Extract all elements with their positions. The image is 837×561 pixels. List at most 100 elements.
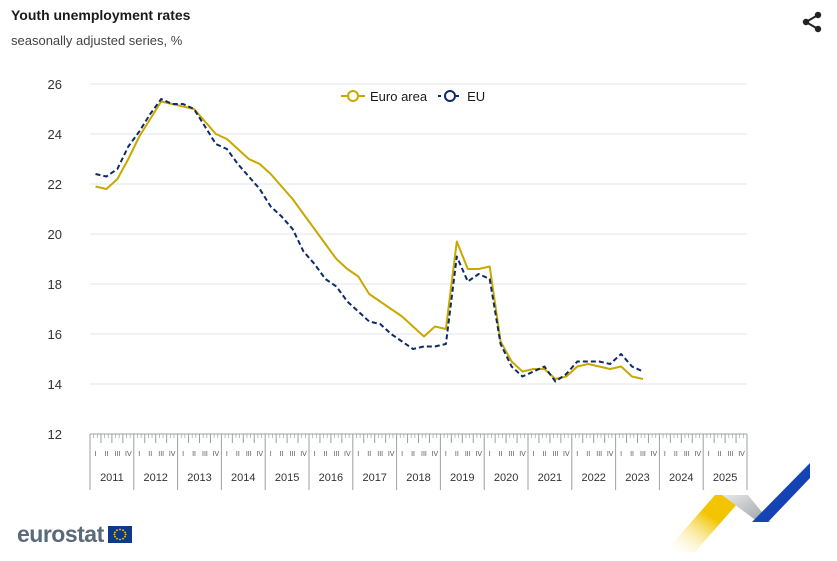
quarter-label: II — [455, 451, 459, 458]
year-label: 2018 — [406, 472, 430, 484]
quarter-label: I — [532, 451, 534, 458]
series-line-euro-area — [95, 100, 644, 380]
year-label: 2015 — [275, 472, 299, 484]
quarter-label: II — [323, 451, 327, 458]
decorative-chevron-graphic — [665, 463, 810, 552]
quarter-label: III — [421, 451, 427, 458]
quarter-label: I — [94, 451, 96, 458]
quarter-label: II — [104, 451, 108, 458]
quarter-label: IV — [388, 451, 395, 458]
year-label: 2023 — [625, 472, 649, 484]
quarter-label: IV — [432, 451, 439, 458]
quarter-label: I — [270, 451, 272, 458]
quarter-label: II — [586, 451, 590, 458]
year-label: 2019 — [450, 472, 474, 484]
y-tick-label: 22 — [48, 177, 62, 192]
quarter-label: IV — [563, 451, 570, 458]
quarter-label: III — [158, 451, 164, 458]
year-label: 2016 — [319, 472, 343, 484]
quarter-label: II — [192, 451, 196, 458]
quarter-label: IV — [213, 451, 220, 458]
share-icon[interactable] — [800, 10, 824, 34]
quarter-label: I — [226, 451, 228, 458]
quarter-label: II — [542, 451, 546, 458]
quarter-label: III — [377, 451, 383, 458]
quarter-label: I — [664, 451, 666, 458]
year-label: 2020 — [494, 472, 518, 484]
quarter-label: IV — [125, 451, 132, 458]
quarter-label: II — [674, 451, 678, 458]
quarter-label: IV — [651, 451, 658, 458]
y-tick-label: 26 — [48, 77, 62, 92]
quarter-label: I — [576, 451, 578, 458]
logo-text: eurostat — [17, 521, 104, 547]
quarter-label: I — [401, 451, 403, 458]
chart-title: Youth unemployment rates — [11, 7, 191, 23]
y-tick-label: 24 — [48, 127, 62, 142]
quarter-label: III — [114, 451, 120, 458]
quarter-label: IV — [169, 451, 176, 458]
y-tick-label: 18 — [48, 277, 62, 292]
quarter-label: III — [202, 451, 208, 458]
year-label: 2014 — [231, 472, 255, 484]
quarter-label: III — [684, 451, 690, 458]
quarter-label: III — [333, 451, 339, 458]
quarter-label: III — [290, 451, 296, 458]
year-label: 2021 — [538, 472, 562, 484]
year-label: 2012 — [143, 472, 167, 484]
quarter-label: IV — [519, 451, 526, 458]
quarter-label: III — [596, 451, 602, 458]
legend-item-euro-area[interactable]: Euro area — [340, 89, 427, 104]
quarter-label: I — [620, 451, 622, 458]
year-label: 2011 — [100, 472, 124, 484]
quarter-label: II — [280, 451, 284, 458]
quarter-label: II — [630, 451, 634, 458]
year-label: 2024 — [669, 472, 693, 484]
series-line-eu — [95, 98, 644, 383]
quarter-label: I — [138, 451, 140, 458]
year-label: 2017 — [362, 472, 386, 484]
quarter-label: II — [367, 451, 371, 458]
quarter-label: II — [148, 451, 152, 458]
quarter-label: I — [313, 451, 315, 458]
quarter-label: III — [640, 451, 646, 458]
quarter-label: IV — [475, 451, 482, 458]
quarter-label: I — [489, 451, 491, 458]
quarter-label: I — [182, 451, 184, 458]
year-label: 2013 — [187, 472, 211, 484]
year-label: 2022 — [581, 472, 605, 484]
quarter-label: III — [246, 451, 252, 458]
chart-legend: Euro area EU — [340, 86, 485, 106]
quarter-label: I — [708, 451, 710, 458]
quarter-label: II — [411, 451, 415, 458]
legend-marker-euro-area — [341, 90, 365, 102]
y-tick-label: 14 — [48, 377, 62, 392]
quarter-label: III — [509, 451, 515, 458]
chart-subtitle: seasonally adjusted series, % — [11, 33, 183, 48]
quarter-label: IV — [300, 451, 307, 458]
quarter-label: II — [718, 451, 722, 458]
quarter-label: II — [236, 451, 240, 458]
quarter-label: IV — [344, 451, 351, 458]
year-label: 2025 — [713, 472, 737, 484]
quarter-label: IV — [256, 451, 263, 458]
quarter-label: III — [552, 451, 558, 458]
y-tick-label: 12 — [48, 427, 62, 442]
quarter-label: I — [357, 451, 359, 458]
quarter-label: III — [728, 451, 734, 458]
quarter-label: I — [445, 451, 447, 458]
legend-label-euro-area: Euro area — [370, 88, 428, 104]
quarter-label: III — [465, 451, 471, 458]
legend-item-eu[interactable]: EU — [437, 89, 485, 104]
quarter-label: IV — [694, 451, 701, 458]
y-tick-label: 16 — [48, 327, 62, 342]
legend-marker-eu — [438, 90, 463, 102]
y-tick-label: 20 — [48, 227, 62, 242]
eurostat-logo: eurostat — [17, 521, 132, 548]
legend-label-eu: EU — [467, 88, 486, 104]
quarter-label: II — [499, 451, 503, 458]
quarter-label: IV — [738, 451, 745, 458]
quarter-label: IV — [607, 451, 614, 458]
eu-flag-icon — [107, 526, 132, 543]
